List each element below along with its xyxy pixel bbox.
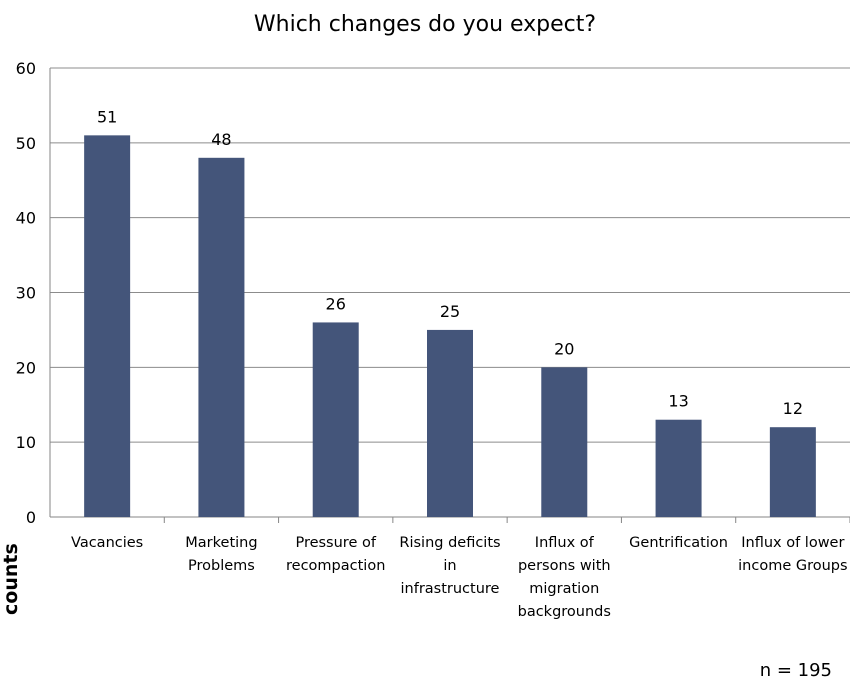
x-tick-label: Vacancies [71, 535, 143, 551]
y-tick-label: 50 [16, 134, 36, 153]
y-tick-label: 10 [16, 433, 36, 452]
bar [541, 367, 588, 517]
x-tick-label: Marketing Problems [185, 535, 257, 574]
data-label: 48 [211, 130, 231, 149]
y-tick-label: 30 [16, 284, 36, 303]
y-tick-label: 0 [26, 508, 36, 527]
x-tick-label: Pressure of recompaction [286, 535, 385, 574]
data-label: 12 [783, 399, 803, 418]
data-label: 13 [668, 392, 688, 411]
bar [312, 322, 359, 517]
bar [655, 419, 702, 517]
data-label: 25 [440, 302, 460, 321]
x-tick-label: Gentrification [629, 535, 728, 551]
sample-size-note: n = 195 [759, 660, 832, 681]
x-tick-label: Rising deficits in infrastructure [399, 535, 500, 597]
data-label: 20 [554, 339, 574, 358]
bar [769, 427, 816, 517]
data-label: 26 [326, 294, 346, 313]
bar [84, 135, 131, 517]
chart-title: Which changes do you expect? [253, 12, 597, 37]
bar [427, 329, 473, 517]
y-tick-label: 20 [16, 358, 36, 377]
data-label: 51 [97, 107, 117, 126]
y-tick-label: 60 [16, 59, 36, 78]
bar [198, 157, 245, 518]
x-tick-label: Influx of persons with migration background… [518, 535, 611, 620]
y-tick-label: 40 [16, 209, 36, 228]
x-tick-label: Influx of lower income Groups [738, 535, 847, 574]
